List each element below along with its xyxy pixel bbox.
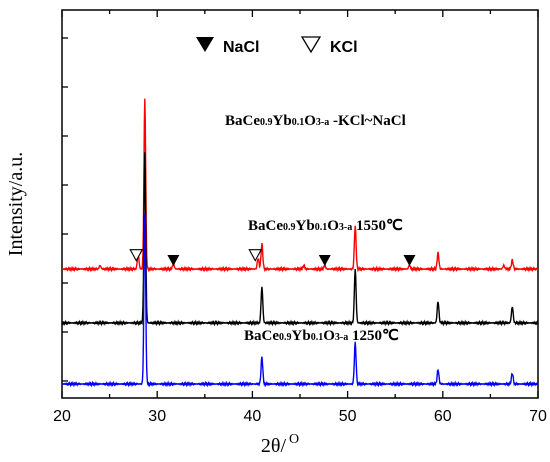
x-tick-label: 50 (339, 408, 357, 425)
kcl-peak-marker (248, 249, 263, 262)
legend-kcl-label: KCl (330, 39, 358, 56)
x-axis-title: 2θ/O (261, 432, 299, 457)
nacl-peak-marker (167, 255, 180, 267)
annotation-blue-series: BaCe0.9Yb0.1O3-a 1250℃ (244, 328, 399, 344)
series-line-1 (61, 152, 539, 327)
legend-nacl-label: NaCl (223, 39, 259, 56)
x-tick-label: 20 (53, 408, 71, 425)
legend: NaCl KCl (196, 36, 358, 56)
annotation-black-series: BaCe0.9Yb0.1O3-a 1550℃ (248, 218, 403, 234)
legend-nacl-marker (196, 37, 214, 52)
x-tick-label: 30 (148, 408, 166, 425)
x-tick-label: 40 (244, 408, 262, 425)
kcl-peak-marker (129, 249, 144, 262)
x-tick-label: 70 (529, 408, 547, 425)
series-line-2 (61, 214, 539, 388)
series-line-0 (61, 98, 539, 273)
nacl-peak-marker (403, 255, 416, 267)
annotation-red-series: BaCe0.9Yb0.1O3-a -KCl~NaCl (225, 113, 406, 129)
y-axis-title: Intensity/a.u. (5, 152, 27, 256)
x-tick-label: 60 (434, 408, 452, 425)
nacl-peak-marker (318, 255, 331, 267)
legend-kcl-marker (300, 36, 322, 54)
